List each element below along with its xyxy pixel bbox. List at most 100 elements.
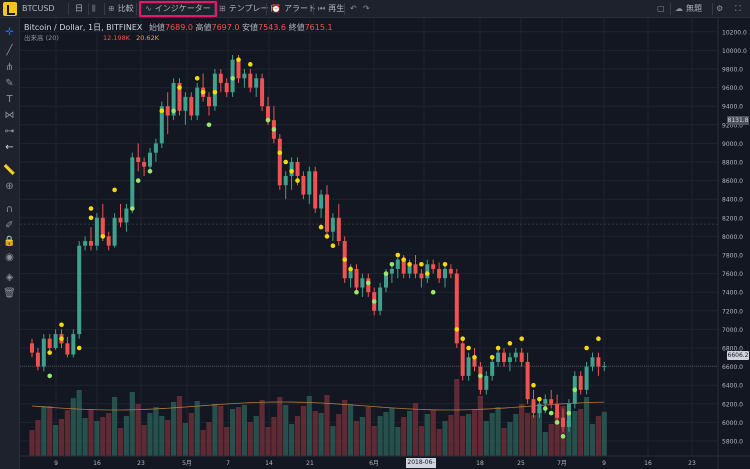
compare-icon: ⊕ — [108, 4, 115, 13]
indicator-dot — [572, 387, 578, 393]
trash-icon[interactable]: 🗑 — [3, 288, 16, 299]
indicator-dot — [478, 373, 483, 379]
layers-icon[interactable]: ◈ — [5, 272, 14, 283]
volume-bar — [424, 414, 430, 456]
indicator-dot — [265, 117, 271, 123]
candle-body — [142, 162, 147, 167]
volume-bar — [466, 414, 472, 456]
candle-body — [384, 273, 388, 288]
divider — [68, 3, 69, 15]
back-arrow-icon[interactable]: ← — [5, 142, 14, 153]
indicator-dot — [537, 396, 542, 402]
legend-title[interactable]: Bitcoin / Dollar, 1日, BITFINEX — [24, 23, 143, 32]
volume-bar — [230, 409, 236, 456]
template-icon: ⊞ — [219, 4, 226, 13]
candle-body — [389, 268, 394, 274]
fullscreen-icon: ⛶ — [735, 4, 741, 13]
volume-bar — [123, 416, 129, 456]
candle-body — [301, 175, 306, 195]
unnamed-label: 無題 — [686, 4, 702, 13]
candle-body — [295, 162, 300, 176]
indicator-dot — [560, 434, 566, 439]
price-axis: 10200.0 10000.0 9800.0 9600.0 9400.0 9200.0 90… — [20, 18, 750, 469]
text-icon[interactable]: T — [6, 94, 13, 105]
pitchfork-icon[interactable]: ⋔ — [5, 62, 14, 73]
y-tick-label: 7800.0 — [722, 253, 743, 260]
prediction-icon[interactable]: ⊶ — [4, 126, 15, 137]
alert-button[interactable]: ⏰ アラート — [271, 0, 316, 18]
indicator-dot — [88, 206, 94, 211]
compare-button[interactable]: ⊕ 比較 — [108, 0, 134, 18]
candle-body — [47, 338, 52, 348]
compare-label: 比較 — [117, 4, 134, 13]
y-tick-label: 6000.0 — [722, 420, 743, 427]
crosshair-icon[interactable]: ✛ — [5, 27, 14, 38]
candle-body — [502, 352, 506, 362]
zoom-in-icon[interactable]: ⊕ — [5, 181, 14, 192]
lock-icon[interactable]: 🔒 — [3, 236, 16, 247]
open-value: 7689.0 — [164, 23, 193, 32]
volume-bar — [501, 428, 507, 456]
x-tick-label: 16 — [93, 460, 101, 467]
candle-body — [106, 236, 111, 246]
volume-bar — [448, 415, 454, 456]
save-layout-button[interactable]: ☁ 無題 — [675, 0, 702, 18]
candle-body — [236, 59, 241, 79]
volume-bar — [206, 422, 212, 456]
interval-button[interactable]: 日 — [75, 0, 83, 18]
y-tick-label: 8800.0 — [722, 160, 743, 167]
settings-button[interactable]: ⚙ — [716, 0, 726, 18]
candle-body — [260, 78, 265, 107]
volume-bars — [29, 379, 607, 456]
fullscreen-button[interactable]: ⛶ — [735, 0, 744, 18]
undo-button[interactable]: ↶ — [350, 0, 360, 18]
indicator-dot — [59, 336, 64, 342]
price-chart[interactable]: 10200.0 10000.0 9800.0 9600.0 9400.0 9200.0 90… — [20, 18, 750, 469]
volume-bar — [554, 412, 560, 456]
trend-line-icon[interactable]: ╱ — [6, 45, 13, 56]
candle-body — [419, 273, 424, 279]
ohlc-readout: 始値7689.0 高値7697.0 安値7543.6 終値7615.1 — [149, 23, 333, 32]
x-tick-label: 9 — [602, 460, 606, 467]
divider — [214, 3, 215, 15]
y-tick-label: 10200.0 — [722, 29, 747, 36]
x-tick-label: 6月 — [369, 460, 379, 467]
volume-bar — [188, 413, 194, 456]
candle-body — [307, 171, 312, 195]
x-tick-label: 21 — [306, 460, 314, 467]
pattern-icon[interactable]: ⋈ — [4, 110, 15, 121]
ruler-icon[interactable]: 📏 — [3, 165, 16, 176]
candle-body — [561, 417, 565, 428]
redo-button[interactable]: ↷ — [363, 0, 373, 18]
candle-body — [378, 287, 383, 311]
symbol-search-button[interactable]: BTCUSD — [22, 0, 55, 18]
indicator-dot — [236, 57, 241, 62]
chart-grid — [20, 18, 718, 456]
indicator-dot — [88, 215, 94, 221]
indicator-dot — [171, 108, 176, 114]
layout-button[interactable]: ▢ — [657, 0, 668, 18]
alarm-clock-icon: ⏰ — [271, 4, 281, 13]
stay-drawing-icon[interactable]: ✐ — [5, 220, 14, 231]
template-button[interactable]: ⊞ テンプレート — [219, 0, 276, 18]
volume-bar — [495, 407, 501, 456]
volume-bar — [342, 400, 348, 456]
candle-body — [313, 171, 318, 209]
replay-button[interactable]: ⏮ 再生 — [318, 0, 344, 18]
x-tick-label: 7月 — [557, 460, 567, 467]
indicator-dot — [430, 289, 436, 295]
volume-bar — [100, 417, 106, 456]
volume-bar — [165, 420, 171, 456]
y-tick-label: 7600.0 — [722, 271, 743, 278]
close-value: 7615.1 — [304, 23, 333, 32]
x-tick-label: 9 — [54, 460, 58, 467]
bar-style-button[interactable]: ⫼ — [92, 0, 99, 18]
brush-icon[interactable]: ✎ — [5, 78, 14, 89]
app-logo-icon — [3, 2, 17, 16]
volume-label[interactable]: 出来高 (20) — [24, 34, 59, 42]
eye-icon[interactable]: ◉ — [5, 252, 14, 263]
candle-body — [602, 366, 607, 368]
magnet-icon[interactable]: ∩ — [5, 204, 14, 215]
y-tick-label: 9600.0 — [722, 85, 743, 92]
indicators-button[interactable]: ∿ インジケーター — [139, 1, 217, 17]
